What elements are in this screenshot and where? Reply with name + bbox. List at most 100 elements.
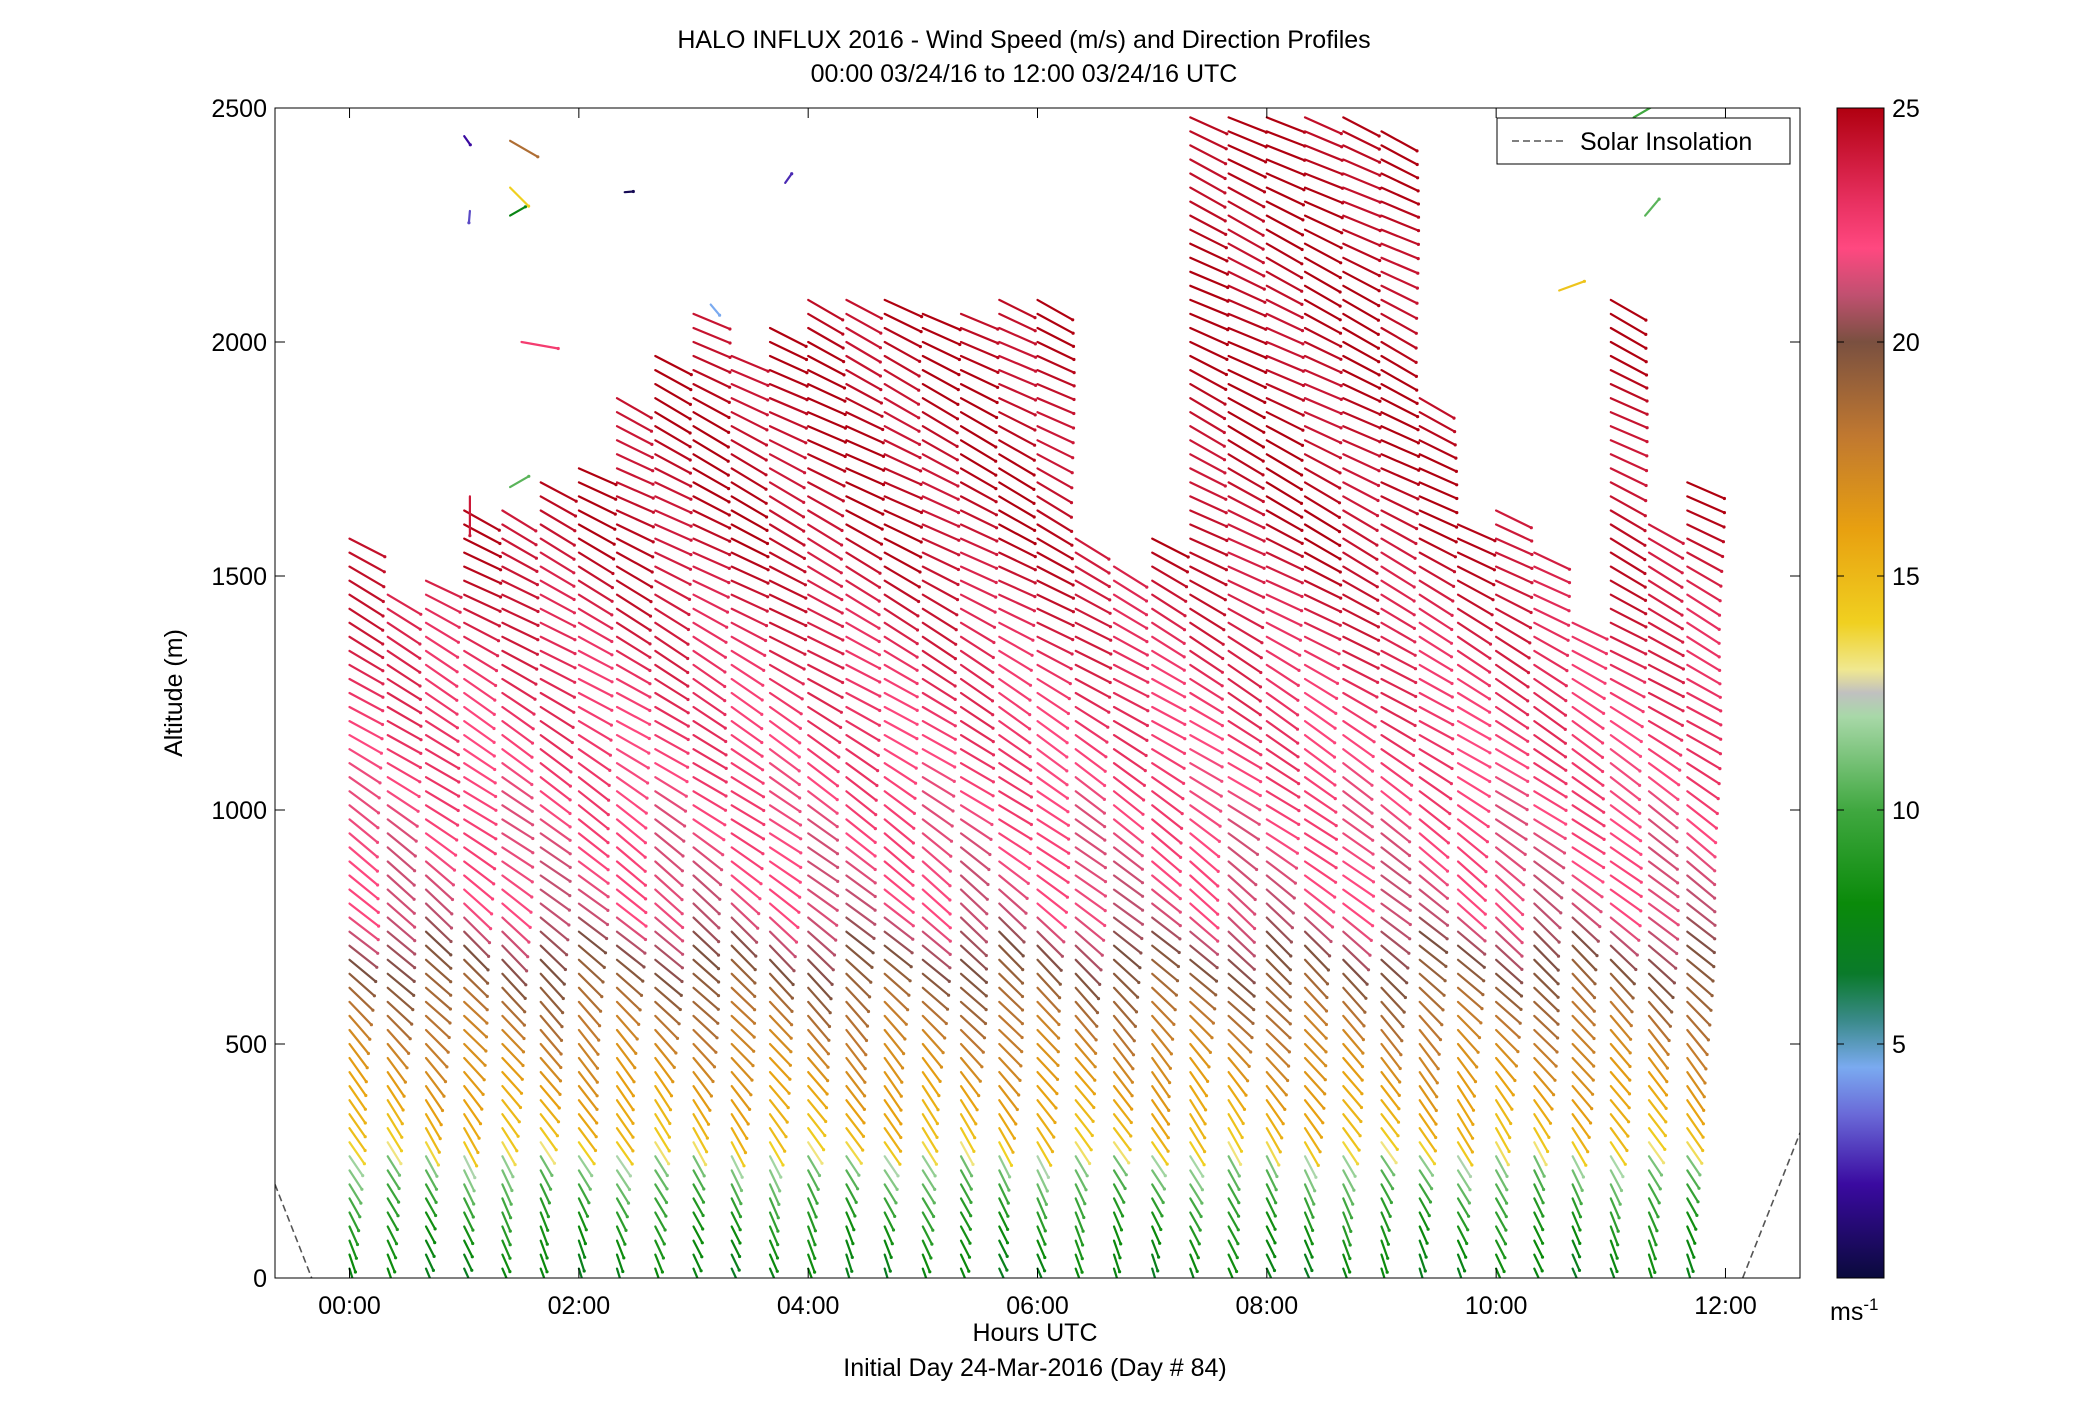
- wind-barb-head: [803, 471, 807, 475]
- wind-barb: [539, 1070, 562, 1096]
- wind-barb: [883, 691, 919, 712]
- wind-barb-head: [934, 1162, 939, 1166]
- wind-barb: [1036, 453, 1074, 474]
- wind-barb: [1380, 635, 1417, 657]
- wind-barb: [883, 523, 923, 544]
- wind-barb-head: [1014, 1122, 1018, 1126]
- wind-barb: [1380, 397, 1419, 418]
- wind-barb-head: [546, 1215, 551, 1219]
- wind-barb: [386, 972, 415, 997]
- wind-barb: [1494, 846, 1526, 871]
- wind-barb-head: [879, 401, 884, 405]
- wind-barb-head: [1066, 711, 1070, 716]
- wind-barb-head: [524, 983, 528, 987]
- wind-barb: [807, 733, 840, 759]
- wind-barb: [730, 1211, 742, 1231]
- wind-barb-head: [456, 808, 460, 813]
- wind-barb-head: [712, 1065, 717, 1069]
- wind-barb-head: [943, 1036, 947, 1040]
- wind-barb-head: [455, 684, 459, 688]
- wind-barb-head: [1020, 1022, 1024, 1026]
- wind-barb: [1074, 1211, 1085, 1233]
- wind-barb: [845, 776, 878, 802]
- wind-barb: [424, 986, 452, 1011]
- wind-barb: [577, 1000, 601, 1027]
- wind-barb: [386, 1014, 412, 1040]
- wind-barb-head: [1300, 262, 1304, 266]
- wind-barb: [1342, 1127, 1361, 1152]
- wind-barb: [1265, 495, 1303, 519]
- wind-barb-head: [626, 1201, 631, 1205]
- wind-barb-head: [492, 754, 496, 758]
- wind-barb-head: [1246, 1079, 1250, 1083]
- wind-barb-head: [1629, 1037, 1633, 1041]
- wind-barb: [998, 495, 1036, 519]
- wind-barb-head: [1477, 1036, 1482, 1040]
- wind-barb-head: [919, 525, 924, 529]
- wind-barb: [1151, 1211, 1162, 1231]
- wind-barb-head: [970, 1174, 974, 1178]
- wind-barb-head: [1675, 951, 1679, 956]
- wind-barb: [807, 312, 844, 336]
- wind-barb: [654, 425, 692, 448]
- wind-barb-head: [956, 484, 960, 488]
- wind-barb: [1380, 719, 1416, 742]
- wind-barb: [654, 888, 684, 915]
- wind-barb-head: [1348, 1243, 1352, 1247]
- wind-barb-head: [1088, 1161, 1092, 1166]
- wind-barb: [1456, 818, 1489, 843]
- wind-barb-head: [1655, 1229, 1659, 1233]
- wind-barb-head: [382, 585, 386, 589]
- wind-barb: [501, 888, 533, 914]
- wind-barb-head: [1643, 666, 1647, 670]
- wind-barb-head: [701, 1213, 705, 1218]
- wind-barb: [730, 1183, 743, 1205]
- wind-barb-head: [1562, 851, 1567, 855]
- wind-barb-head: [804, 623, 808, 628]
- wind-barb: [1456, 691, 1491, 714]
- wind-barb: [1686, 1113, 1705, 1139]
- wind-barb-head: [856, 1187, 860, 1191]
- wind-barb-head: [1182, 781, 1186, 786]
- wind-barb: [1265, 228, 1304, 251]
- wind-barb: [845, 748, 879, 772]
- wind-barb-head: [558, 1092, 562, 1096]
- wind-barb-head: [1715, 811, 1719, 816]
- wind-barb: [959, 1155, 973, 1177]
- wind-barb-head: [573, 666, 577, 670]
- wind-barb-head: [452, 868, 457, 872]
- wind-barb-head: [1263, 385, 1267, 389]
- wind-barb-head: [438, 1137, 442, 1141]
- wind-barb: [845, 607, 881, 630]
- wind-barb: [1380, 1155, 1395, 1176]
- wind-barb: [463, 972, 489, 998]
- wind-barb-head: [791, 982, 795, 987]
- wind-barb-head: [381, 614, 385, 618]
- wind-barb-head: [631, 1108, 635, 1112]
- wind-barb-head: [1221, 642, 1225, 646]
- wind-barb: [1074, 1014, 1098, 1042]
- wind-barb: [1303, 425, 1342, 444]
- wind-barb-head: [1526, 671, 1531, 675]
- wind-barb: [768, 649, 806, 671]
- wind-barb: [1265, 944, 1292, 971]
- wind-barb: [1609, 425, 1649, 443]
- wind-barb: [845, 663, 881, 684]
- wind-barb-head: [1183, 722, 1187, 727]
- wind-barb-head: [839, 557, 843, 561]
- wind-barb: [807, 495, 844, 517]
- wind-barb-head: [878, 708, 882, 713]
- wind-barb-head: [1564, 782, 1568, 786]
- wind-barb-head: [843, 412, 847, 417]
- wind-barb: [1342, 677, 1379, 699]
- wind-barb-head: [1334, 824, 1338, 828]
- wind-barb-head: [376, 910, 380, 915]
- wind-barb: [1189, 144, 1227, 165]
- wind-barb-head: [1376, 652, 1380, 656]
- wind-barb: [692, 1253, 703, 1272]
- wind-barb-head: [861, 1134, 866, 1138]
- wind-barb: [463, 846, 496, 870]
- x-tick-label: 06:00: [1006, 1292, 1069, 1320]
- wind-barb-head: [1336, 666, 1340, 671]
- wind-barb: [348, 551, 386, 573]
